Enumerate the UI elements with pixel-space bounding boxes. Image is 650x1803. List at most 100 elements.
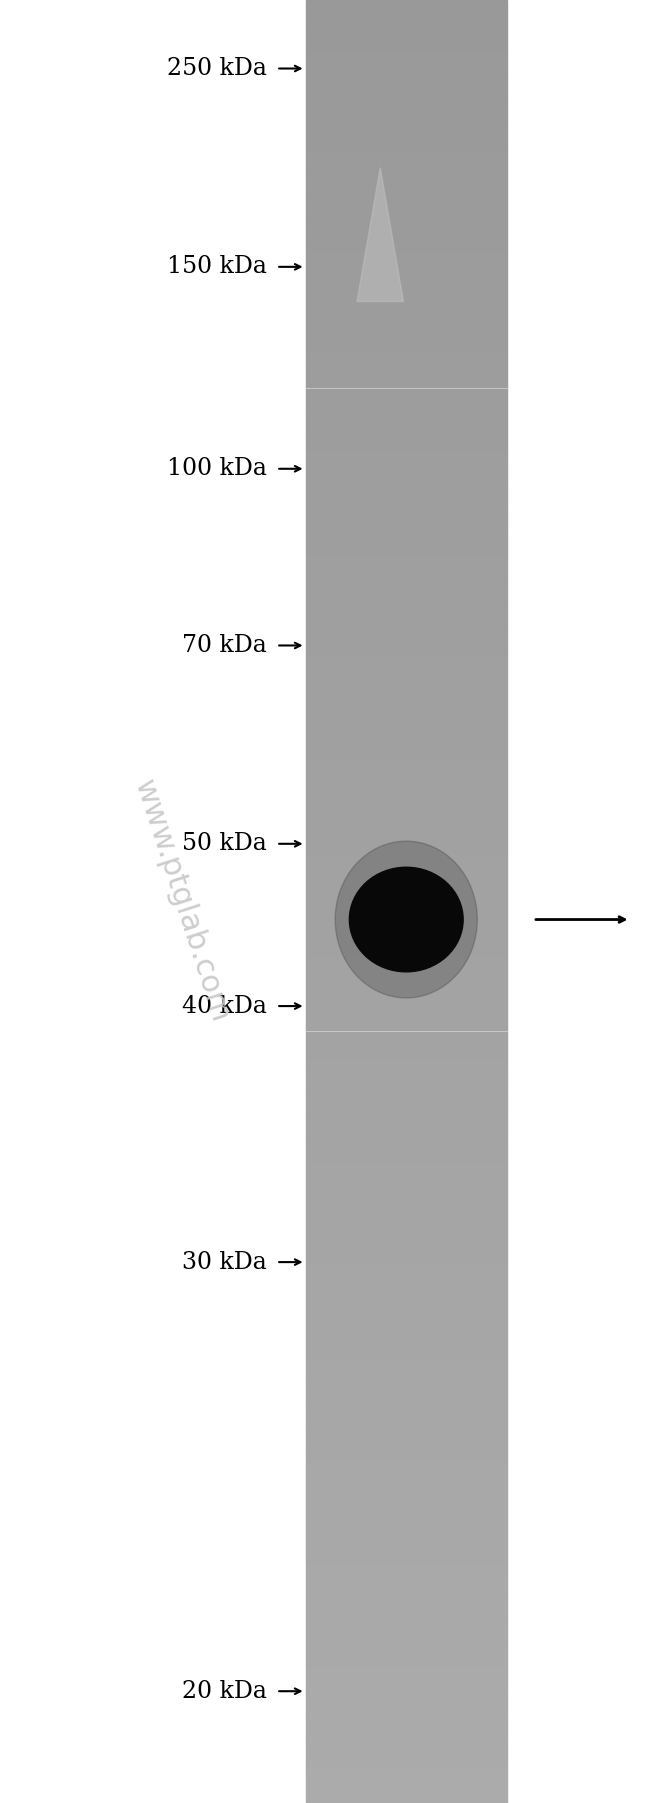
Bar: [306, 1442, 507, 1448]
Bar: [306, 865, 507, 871]
Bar: [306, 150, 507, 157]
Bar: [306, 734, 507, 739]
Bar: [306, 1478, 507, 1484]
Bar: [306, 721, 507, 727]
Bar: [306, 1509, 507, 1515]
Bar: [306, 961, 507, 968]
Bar: [306, 193, 507, 198]
Bar: [306, 1790, 507, 1798]
Bar: [306, 168, 507, 175]
Bar: [306, 1749, 507, 1754]
Bar: [306, 1599, 507, 1605]
Bar: [306, 1046, 507, 1051]
Bar: [306, 1659, 507, 1664]
Bar: [306, 709, 507, 716]
Bar: [306, 793, 507, 799]
Bar: [306, 5, 507, 13]
Bar: [306, 1437, 507, 1442]
Bar: [306, 1406, 507, 1412]
Bar: [306, 1455, 507, 1460]
Bar: [306, 18, 507, 23]
Bar: [306, 1141, 507, 1149]
Bar: [306, 1689, 507, 1695]
Bar: [306, 1556, 507, 1563]
Bar: [306, 415, 507, 420]
Bar: [306, 36, 507, 41]
Bar: [306, 1628, 507, 1635]
Bar: [306, 582, 507, 590]
Bar: [306, 1118, 507, 1123]
Bar: [306, 59, 507, 67]
Bar: [306, 811, 507, 817]
Bar: [306, 956, 507, 961]
Bar: [306, 319, 507, 325]
Bar: [306, 1551, 507, 1556]
Bar: [306, 680, 507, 685]
Bar: [306, 499, 507, 505]
Bar: [306, 1226, 507, 1231]
Bar: [306, 1064, 507, 1069]
Bar: [306, 590, 507, 595]
Bar: [306, 402, 507, 409]
Polygon shape: [357, 168, 404, 301]
Bar: [306, 889, 507, 896]
Bar: [306, 799, 507, 806]
Bar: [306, 1515, 507, 1520]
Bar: [306, 229, 507, 234]
Bar: [306, 391, 507, 397]
Bar: [306, 1623, 507, 1628]
Bar: [306, 1664, 507, 1671]
Bar: [306, 1635, 507, 1641]
Bar: [306, 788, 507, 793]
Bar: [306, 85, 507, 90]
Bar: [306, 1010, 507, 1015]
Bar: [306, 1257, 507, 1262]
Bar: [306, 1491, 507, 1496]
Bar: [306, 1298, 507, 1304]
Bar: [306, 691, 507, 698]
Bar: [306, 337, 507, 343]
Bar: [306, 1394, 507, 1401]
Bar: [306, 1798, 507, 1803]
Bar: [306, 343, 507, 348]
Bar: [306, 126, 507, 132]
Bar: [306, 1304, 507, 1311]
Bar: [306, 114, 507, 121]
Bar: [306, 835, 507, 842]
Bar: [306, 90, 507, 96]
Bar: [306, 456, 507, 463]
Bar: [306, 698, 507, 703]
Bar: [306, 216, 507, 222]
Bar: [306, 1185, 507, 1190]
Bar: [306, 613, 507, 618]
Bar: [306, 294, 507, 301]
Bar: [306, 186, 507, 193]
Bar: [306, 1249, 507, 1257]
Bar: [306, 1592, 507, 1599]
Bar: [306, 1424, 507, 1430]
Bar: [306, 1700, 507, 1707]
Bar: [306, 1130, 507, 1136]
Bar: [306, 1430, 507, 1437]
Bar: [306, 265, 507, 270]
Bar: [306, 745, 507, 752]
Bar: [306, 1473, 507, 1478]
Bar: [306, 1262, 507, 1268]
Bar: [306, 103, 507, 108]
Bar: [306, 23, 507, 31]
Bar: [306, 1040, 507, 1046]
Bar: [306, 469, 507, 474]
Bar: [306, 1203, 507, 1208]
Bar: [306, 896, 507, 902]
Bar: [306, 1641, 507, 1646]
Bar: [306, 157, 507, 162]
Bar: [306, 258, 507, 265]
Bar: [306, 41, 507, 49]
Bar: [306, 474, 507, 481]
Bar: [306, 1744, 507, 1749]
Bar: [306, 914, 507, 920]
Bar: [306, 595, 507, 600]
Bar: [306, 979, 507, 986]
Bar: [306, 685, 507, 691]
Ellipse shape: [350, 867, 463, 972]
